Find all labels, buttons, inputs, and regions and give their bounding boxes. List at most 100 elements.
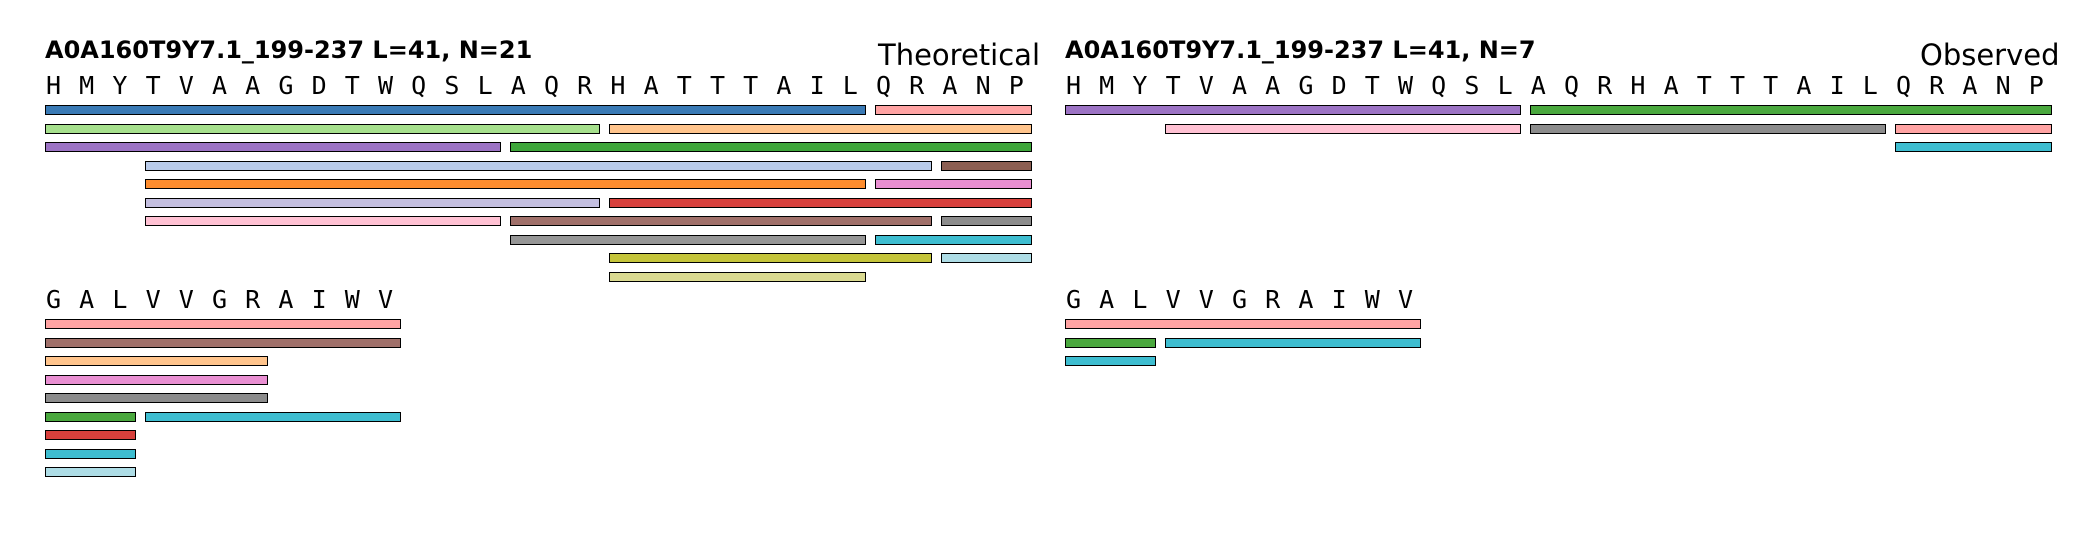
- residue-letter: D: [1331, 71, 1347, 100]
- residue-letter: R: [909, 71, 925, 100]
- residue-letter: R: [1265, 285, 1281, 314]
- residue-letter: T: [1729, 71, 1746, 100]
- residue-letter: W: [1397, 71, 1414, 100]
- residue-letter: Q: [1895, 71, 1912, 100]
- peptide-bar: [1895, 142, 2052, 152]
- residue-letter: R: [1929, 71, 1945, 100]
- residue-letter: A: [1530, 71, 1546, 100]
- residue-letter: L: [1497, 71, 1513, 100]
- residue-letter: A: [643, 71, 659, 100]
- residue-letter: H: [1630, 71, 1646, 100]
- residue-letter: Q: [543, 71, 560, 100]
- residue-letter: D: [311, 71, 327, 100]
- residue-letter: P: [1008, 71, 1024, 100]
- residue-letter: I: [1829, 71, 1845, 100]
- residue-letter: L: [477, 71, 493, 100]
- residue-letter: A: [1265, 71, 1281, 100]
- residue-letter: T: [145, 71, 161, 100]
- peptide-bar: [45, 105, 866, 115]
- residue-letter: H: [610, 71, 626, 100]
- peptide-bar: [45, 430, 136, 440]
- residue-letter: I: [311, 285, 327, 314]
- peptide-bar: [45, 123, 601, 134]
- peptide-bar: [875, 105, 1032, 115]
- peptide-bar: [509, 216, 933, 226]
- residue-letter: L: [1862, 71, 1878, 100]
- residue-letter: A: [1663, 71, 1679, 100]
- peptide-bar: [45, 337, 402, 348]
- residue-letter: Q: [411, 71, 427, 100]
- peptide-bar: [1164, 123, 1521, 134]
- peptide-bar: [45, 319, 402, 329]
- residue-letter: G: [1298, 71, 1314, 100]
- peptide-bar: [144, 179, 866, 189]
- residue-letter: G: [1231, 285, 1248, 314]
- residue-letter: W: [344, 285, 360, 314]
- residue-letter: A: [211, 71, 228, 100]
- residue-letter: V: [1165, 285, 1181, 314]
- peptide-bar: [1065, 356, 1156, 366]
- peptide-bar: [45, 393, 269, 403]
- panel-label: Observed: [1920, 38, 2060, 72]
- residue-letter: W: [377, 71, 394, 100]
- residue-letter: T: [1165, 71, 1181, 100]
- residue-letter: H: [45, 71, 62, 100]
- residue-letter: P: [2028, 71, 2044, 100]
- residue-letter: L: [112, 285, 128, 314]
- residue-letter: A: [1099, 285, 1115, 314]
- residue-letter: M: [79, 71, 95, 100]
- residue-letter: I: [1331, 285, 1347, 314]
- peptide-bar: [144, 411, 402, 422]
- residue-letter: G: [278, 71, 294, 100]
- theoretical-panel: A0A160T9Y7.1_199-237 L=41, N=21 Theoreti…: [0, 0, 1040, 540]
- panel-label: Theoretical: [878, 38, 1041, 72]
- peptide-bar: [875, 179, 1032, 189]
- residue-letter: V: [377, 285, 394, 314]
- residue-letter: S: [1464, 71, 1480, 100]
- peptide-bar: [45, 411, 136, 422]
- residue-letter: A: [278, 285, 294, 314]
- peptide-bar: [1065, 319, 1422, 329]
- residue-letter: G: [1065, 285, 1082, 314]
- residue-letter: A: [1962, 71, 1978, 100]
- residue-letter: V: [1198, 285, 1214, 314]
- residue-letter: A: [1796, 71, 1812, 100]
- residue-letter: A: [1231, 71, 1248, 100]
- residue-letter: T: [743, 71, 759, 100]
- residue-letter: R: [245, 285, 261, 314]
- residue-letter: G: [45, 285, 62, 314]
- residue-letter: V: [1198, 71, 1214, 100]
- residue-letter: V: [1397, 285, 1414, 314]
- peptide-bar: [941, 160, 1032, 171]
- residue-letter: R: [577, 71, 593, 100]
- residue-letter: T: [1763, 71, 1779, 100]
- residue-letter: Y: [112, 71, 128, 100]
- peptide-bar: [1529, 105, 2052, 115]
- peptide-bar: [45, 142, 501, 152]
- residue-letter: V: [178, 285, 194, 314]
- peptide-bar: [144, 216, 501, 226]
- residue-letter: W: [1364, 285, 1380, 314]
- peptide-bar: [609, 253, 933, 263]
- peptide-bar: [1529, 123, 1886, 134]
- residue-letter: A: [79, 285, 95, 314]
- peptide-bar: [45, 356, 269, 366]
- residue-letter: A: [1298, 285, 1314, 314]
- peptide-bar: [1065, 105, 1521, 115]
- peptide-bar: [1895, 123, 2052, 134]
- observed-panel: A0A160T9Y7.1_199-237 L=41, N=7 Observed …: [1020, 0, 2060, 540]
- peptide-bar: [144, 160, 933, 171]
- peptide-bar: [609, 197, 1032, 208]
- residue-letter: A: [510, 71, 526, 100]
- residue-letter: I: [809, 71, 825, 100]
- residue-letter: N: [975, 71, 991, 100]
- residue-letter: A: [776, 71, 792, 100]
- residue-letter: S: [444, 71, 460, 100]
- peptide-bar: [45, 467, 136, 477]
- residue-letter: N: [1995, 71, 2011, 100]
- peptide-bar: [1164, 337, 1422, 348]
- residue-letter: R: [1597, 71, 1613, 100]
- residue-letter: Q: [1563, 71, 1580, 100]
- peptide-bar: [509, 142, 1032, 152]
- residue-letter: T: [676, 71, 692, 100]
